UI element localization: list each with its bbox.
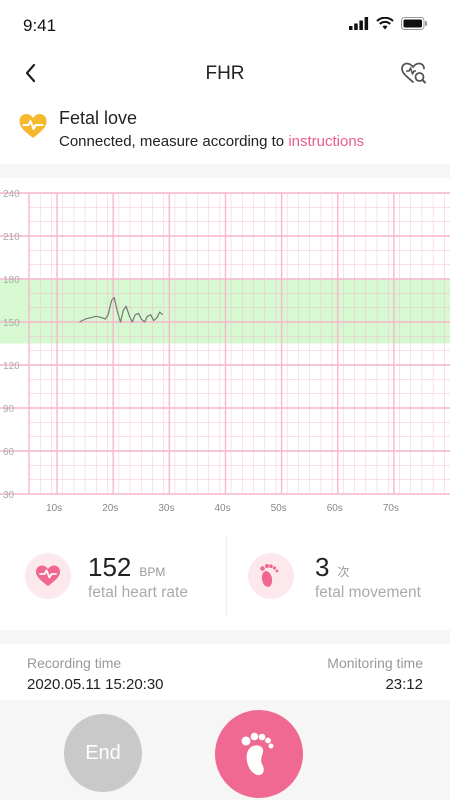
y-tick-label: 240 (3, 189, 20, 200)
signal-icon (349, 17, 369, 30)
heart-rate-badge (25, 553, 71, 599)
x-tick-label: 30s (158, 503, 174, 514)
x-tick-label: 70s (383, 503, 399, 514)
device-name: Fetal love (59, 108, 138, 128)
y-tick-label: 180 (3, 275, 20, 286)
end-button[interactable]: End (64, 714, 142, 792)
movement-badge (248, 553, 294, 599)
status-icons (349, 17, 428, 30)
movement-label: fetal movement (315, 584, 421, 601)
heart-pulse-icon (19, 114, 47, 138)
x-tick-label: 40s (214, 503, 230, 514)
monitoring-time-value: 23:12 (385, 676, 423, 693)
record-movement-button[interactable] (215, 710, 303, 798)
recording-time-label: Recording time (27, 655, 122, 671)
x-tick-label: 20s (102, 503, 118, 514)
device-panel: Fetal love Connected, measure according … (0, 98, 450, 164)
battery-icon (401, 17, 427, 30)
y-tick-label: 150 (3, 318, 20, 329)
heart-rate-label: fetal heart rate (88, 584, 188, 601)
status-bar: 9:41 (0, 0, 450, 50)
fhr-chart: 240 210 180 150 120 90 60 30 10s 20s 30s 40s 50s 60s 7… (0, 178, 450, 520)
heart-rate-value: 152 BPM (88, 552, 165, 583)
y-tick-label: 210 (3, 232, 20, 243)
device-status-text: Connected, measure according to (59, 133, 289, 150)
x-tick-label: 60s (327, 503, 343, 514)
fhr-series-line (79, 296, 164, 323)
recording-panel: Recording time 2020.05.11 15:20:30 Monit… (0, 644, 450, 700)
movement-number: 3 (315, 552, 330, 582)
y-tick-label: 30 (3, 490, 15, 501)
monitoring-time-label: Monitoring time (327, 655, 423, 671)
heart-pulse-icon (36, 565, 60, 586)
heart-rate-number: 152 (88, 552, 132, 582)
x-tick-label: 10s (46, 503, 62, 514)
device-status: Connected, measure according to instruct… (59, 133, 364, 150)
heart-search-icon[interactable] (398, 58, 428, 88)
recording-time-value: 2020.05.11 15:20:30 (27, 676, 164, 693)
instructions-link[interactable]: instructions (288, 133, 365, 150)
y-tick-label: 60 (3, 447, 15, 458)
status-time: 9:41 (23, 16, 57, 35)
x-tick-label: 50s (271, 503, 287, 514)
wifi-icon (376, 17, 394, 30)
y-tick-label: 120 (3, 361, 20, 372)
movement-unit: 次 (337, 565, 350, 579)
fhr-chart-svg: 240 210 180 150 120 90 60 30 10s 20s 30s 40s 50s 60s 7… (0, 189, 450, 514)
footprint-icon (241, 732, 274, 776)
nav-bar: FHR (0, 50, 450, 98)
footprint-icon (260, 564, 279, 587)
stats-divider (226, 536, 227, 616)
page-title: FHR (205, 63, 245, 84)
control-bar: End (0, 700, 450, 800)
y-tick-label: 90 (3, 404, 15, 415)
heart-rate-unit: BPM (139, 565, 166, 579)
chevron-left-icon[interactable] (18, 60, 44, 86)
